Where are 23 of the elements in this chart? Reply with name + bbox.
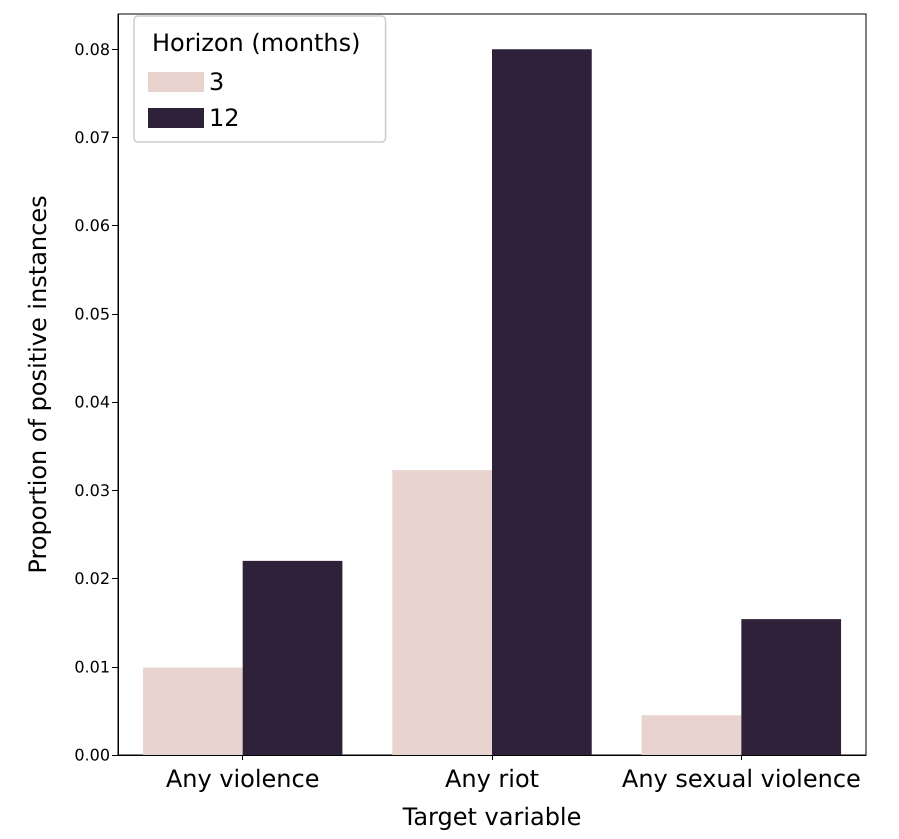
bar (242, 560, 342, 755)
legend-title: Horizon (months) (152, 29, 361, 57)
x-tick-label: Any violence (166, 765, 320, 793)
y-tick-label: 0.06 (74, 216, 110, 236)
y-axis-title: Proportion of positive instances (24, 195, 52, 574)
y-tick-label: 0.01 (74, 657, 110, 676)
y-tick-label: 0.04 (74, 392, 110, 412)
x-axis-title: Target variable (402, 803, 582, 831)
bar (492, 49, 592, 755)
bar (642, 715, 742, 755)
bar (392, 470, 492, 755)
y-tick-label: 0.07 (74, 128, 110, 147)
y-tick-label: 0.08 (74, 40, 110, 59)
x-tick-label: Any riot (444, 765, 540, 793)
legend-label: 12 (209, 104, 240, 132)
x-tick-label: Any sexual violence (622, 765, 861, 793)
legend-label: 3 (209, 68, 224, 96)
y-tick-label: 0.05 (74, 304, 110, 324)
bar (142, 668, 243, 755)
bar (741, 619, 842, 755)
y-tick-label: 0.00 (74, 746, 110, 764)
y-tick-label: 0.02 (74, 569, 110, 588)
y-tick-label: 0.03 (74, 480, 110, 500)
